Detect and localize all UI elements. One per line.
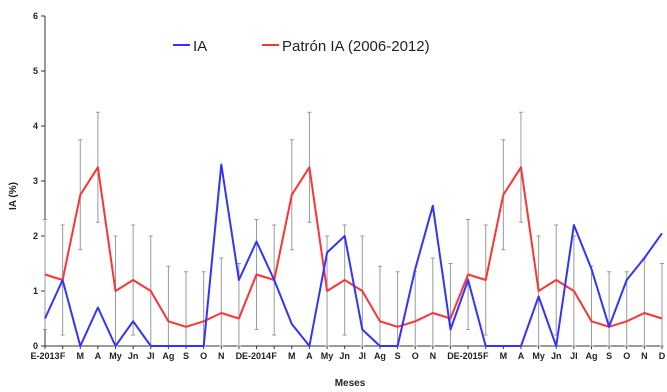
x-tick-label: F: [271, 351, 277, 361]
x-tick-label: A: [95, 351, 102, 361]
y-tick-label: 0: [33, 341, 38, 351]
x-tick-label: N: [641, 351, 648, 361]
x-tick-label: S: [606, 351, 612, 361]
x-tick-label: Ag: [585, 351, 597, 361]
x-tick-label: My: [532, 351, 545, 361]
series-lines: [44, 163, 663, 347]
x-tick-label: Jn: [551, 351, 562, 361]
axes: [44, 16, 662, 347]
y-tick-label: 5: [33, 66, 38, 76]
x-tick-label: Jn: [339, 351, 350, 361]
error-bars: [43, 111, 664, 347]
x-tick-label: A: [518, 351, 525, 361]
x-tick-label: F: [483, 351, 489, 361]
series-line-patron: [44, 166, 663, 328]
series-line-ia: [44, 163, 663, 347]
x-tick-label: M: [288, 351, 296, 361]
x-tick-label: Jn: [128, 351, 139, 361]
y-tick-label: 3: [33, 176, 38, 186]
x-tick-label: S: [183, 351, 189, 361]
x-tick-label: M: [77, 351, 85, 361]
x-tick-label: Jl: [147, 351, 155, 361]
x-tick-label: E-2014: [242, 351, 271, 361]
x-tick-label: Jl: [570, 351, 578, 361]
y-tick-label: 2: [33, 231, 38, 241]
x-tick-label: D: [236, 351, 243, 361]
x-axis-title: Meses: [335, 378, 366, 389]
x-tick-label: M: [500, 351, 508, 361]
x-tick-label: O: [200, 351, 207, 361]
x-tick-label: N: [430, 351, 437, 361]
x-ticks: E-2013 F M A My Jn Jl Ag S O N D E-2014 F M A My Jn Jl Ag S O…: [30, 346, 666, 361]
y-ticks: 0 1 2 3 4 5 6: [33, 11, 45, 351]
x-tick-label: D: [659, 351, 666, 361]
x-tick-label: My: [321, 351, 334, 361]
y-tick-label: 6: [33, 11, 38, 21]
legend-label-patron: Patrón IA (2006-2012): [282, 38, 430, 55]
x-tick-label: E-2013: [30, 351, 59, 361]
x-tick-label: Jl: [359, 351, 367, 361]
x-tick-label: Ag: [374, 351, 386, 361]
y-tick-label: 4: [33, 121, 38, 131]
x-tick-label: O: [412, 351, 419, 361]
x-tick-label: D: [447, 351, 454, 361]
y-axis-title: IA (%): [8, 182, 19, 210]
x-tick-label: E-2015: [454, 351, 483, 361]
x-tick-label: S: [395, 351, 401, 361]
x-tick-label: Ag: [162, 351, 174, 361]
x-tick-label: O: [623, 351, 630, 361]
x-tick-label: N: [218, 351, 225, 361]
legend-label-ia: IA: [193, 38, 207, 55]
x-tick-label: A: [306, 351, 313, 361]
x-tick-label: My: [109, 351, 122, 361]
legend: IA Patrón IA (2006-2012): [173, 38, 430, 55]
y-tick-label: 1: [33, 286, 38, 296]
x-tick-label: F: [60, 351, 66, 361]
